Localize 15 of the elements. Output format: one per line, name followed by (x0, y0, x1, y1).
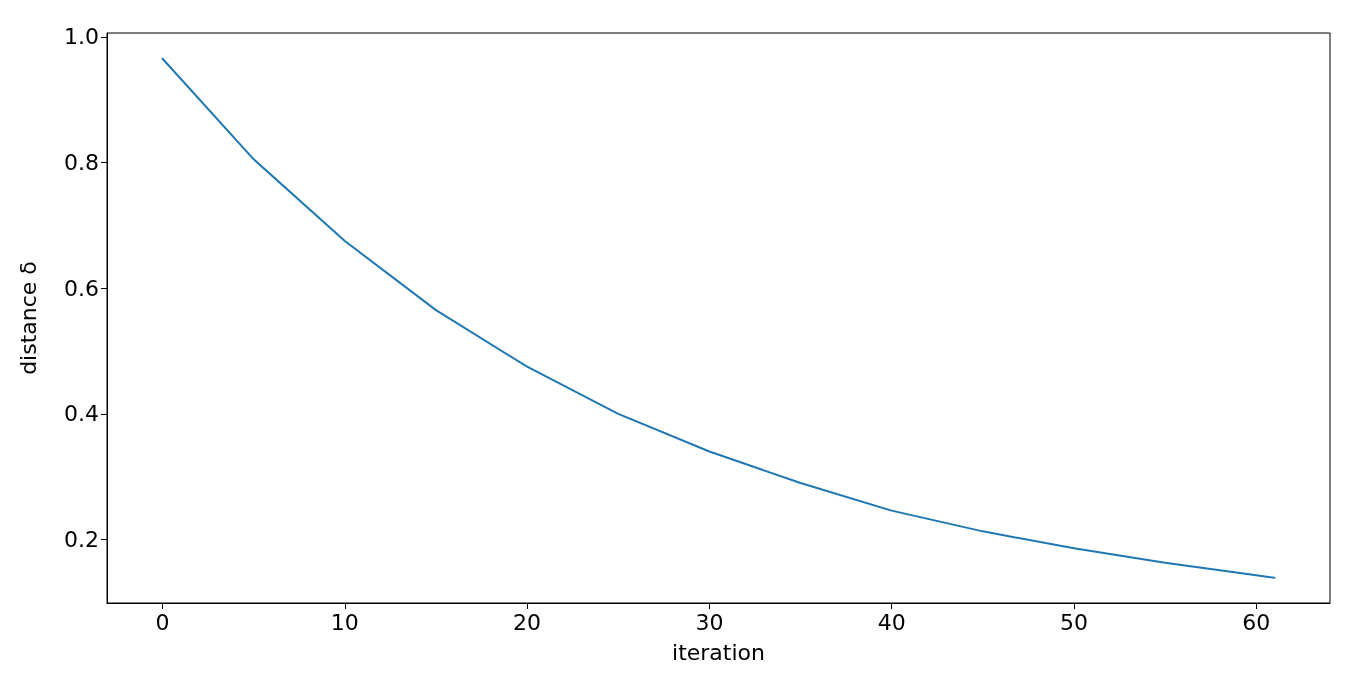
y-tick-label: 0.6 (64, 275, 99, 301)
x-tick-label: 10 (330, 609, 359, 635)
x-axis-title: iteration (672, 639, 765, 665)
x-tick-label: 50 (1059, 609, 1088, 635)
line-series (161, 57, 1276, 579)
y-axis-title: distance δ (15, 261, 41, 375)
x-tick-label: 40 (877, 609, 906, 635)
x-tick-label: 30 (695, 609, 724, 635)
y-tick-label: 0.8 (64, 149, 99, 175)
x-tick-label: 20 (513, 609, 542, 635)
x-tick-label: 0 (155, 609, 170, 635)
y-tick-label: 0.2 (64, 527, 99, 553)
y-tick-label: 0.4 (64, 401, 99, 427)
x-tick-label: 60 (1242, 609, 1271, 635)
y-tick-label: 1.0 (64, 24, 99, 50)
